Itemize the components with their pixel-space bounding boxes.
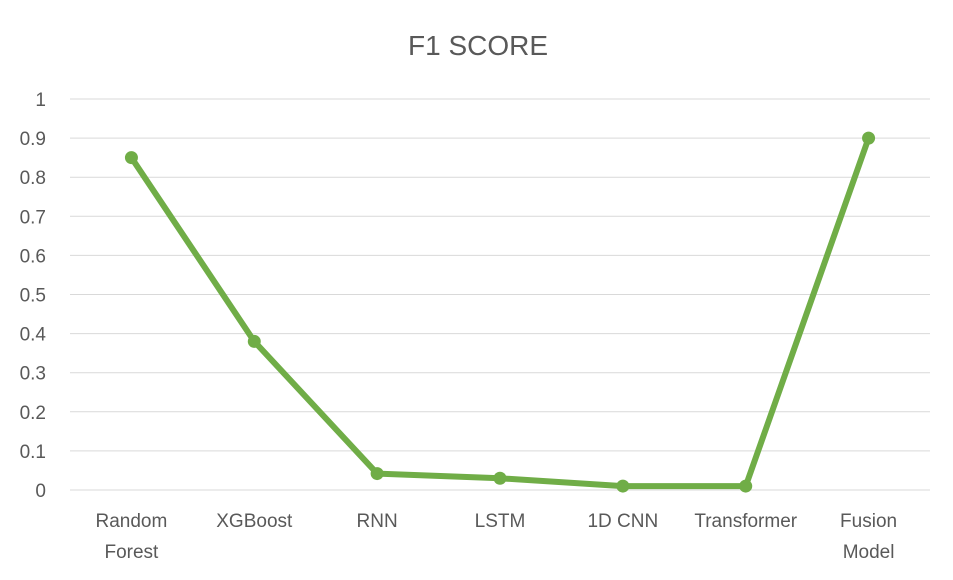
data-point bbox=[862, 131, 876, 145]
x-tick-label-line: 1D CNN bbox=[587, 511, 658, 532]
data-point bbox=[370, 467, 384, 481]
y-tick-label: 0.9 bbox=[20, 129, 46, 150]
chart-title: F1 SCORE bbox=[408, 30, 548, 61]
y-tick-label: 0.7 bbox=[20, 207, 46, 228]
y-tick-label: 0.1 bbox=[20, 442, 46, 463]
y-tick-label: 0.6 bbox=[20, 246, 46, 267]
x-tick-label: 1D CNN bbox=[587, 511, 658, 532]
y-tick-label: 1 bbox=[35, 90, 46, 111]
x-tick-label-line: Random bbox=[96, 511, 168, 532]
y-tick-label: 0.8 bbox=[20, 168, 46, 189]
x-axis-ticks: Random Forest XGBoost RNN LSTM 1D CNN Transfor… bbox=[96, 511, 898, 563]
x-tick-label-line: LSTM bbox=[475, 511, 526, 532]
series-line bbox=[128, 135, 872, 490]
x-tick-label-line: RNN bbox=[357, 511, 398, 532]
x-tick-label-line: Forest bbox=[104, 542, 159, 563]
data-point bbox=[616, 479, 630, 493]
y-tick-label: 0.5 bbox=[20, 286, 46, 307]
x-tick-label: RNN bbox=[357, 511, 398, 532]
x-tick-label-line: XGBoost bbox=[216, 511, 293, 532]
x-tick-label-line: Fusion bbox=[840, 511, 897, 532]
data-point bbox=[493, 471, 507, 485]
y-axis-ticks: 0 0.1 0.2 0.3 0.4 0.5 0.6 0.7 0.8 0.9 1 bbox=[20, 90, 47, 502]
y-tick-label: 0.4 bbox=[20, 325, 47, 346]
x-tick-label-line: Transformer bbox=[694, 511, 797, 532]
y-tick-label: 0 bbox=[35, 481, 46, 502]
x-tick-label: Transformer bbox=[694, 511, 797, 532]
y-tick-label: 0.2 bbox=[20, 403, 46, 424]
x-tick-label: LSTM bbox=[475, 511, 526, 532]
gridlines bbox=[70, 98, 930, 491]
x-tick-label: XGBoost bbox=[216, 511, 293, 532]
x-tick-label: Random Forest bbox=[96, 511, 168, 563]
y-tick-label: 0.3 bbox=[20, 364, 46, 385]
x-tick-label-line: Model bbox=[843, 542, 895, 563]
x-tick-label: Fusion Model bbox=[840, 511, 897, 563]
data-point bbox=[247, 334, 261, 348]
series-f1-score bbox=[124, 131, 876, 493]
data-point bbox=[739, 479, 753, 493]
data-point bbox=[124, 151, 138, 165]
